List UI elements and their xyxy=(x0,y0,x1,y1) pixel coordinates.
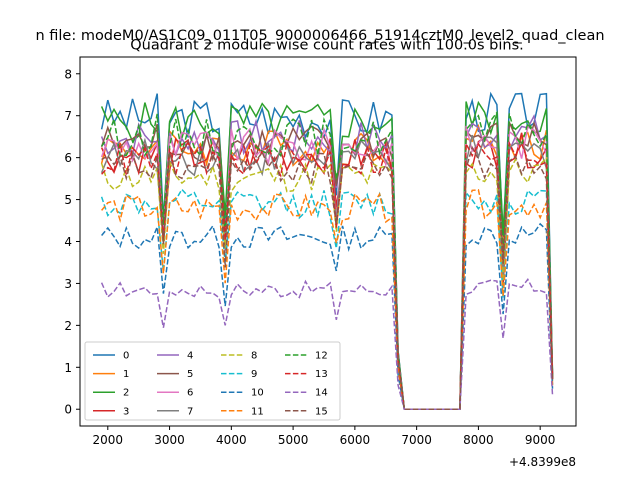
x-offset-label: +4.8399e8 xyxy=(509,455,576,469)
legend-box xyxy=(84,341,341,421)
series-line-5 xyxy=(100,120,554,410)
y-tick-label-2: 2 xyxy=(64,319,72,333)
y-tick-label-8: 8 xyxy=(64,67,72,81)
series-line-14 xyxy=(100,278,554,410)
y-tick-label-0: 0 xyxy=(64,403,72,417)
legend-label-4: 4 xyxy=(187,351,193,362)
series-line-3 xyxy=(100,132,554,410)
y-tick-label-1: 1 xyxy=(64,361,72,375)
legend-label-3: 3 xyxy=(123,406,129,417)
y-tick-label-3: 3 xyxy=(64,277,72,291)
y-tick-label-5: 5 xyxy=(64,193,72,207)
legend-label-0: 0 xyxy=(123,351,129,362)
y-tick-label-6: 6 xyxy=(64,151,72,165)
x-tick-label-2000: 2000 xyxy=(93,433,124,447)
chart-title: Quadrant 2 module wise count rates with … xyxy=(130,37,524,53)
legend-label-2: 2 xyxy=(123,388,129,399)
series-line-10 xyxy=(101,222,554,410)
legend-label-5: 5 xyxy=(187,369,193,380)
legend-label-12: 12 xyxy=(315,351,328,362)
series-line-2 xyxy=(100,100,554,410)
series-line-11 xyxy=(101,189,554,410)
series-line-12 xyxy=(100,110,554,410)
legend-label-6: 6 xyxy=(187,388,193,399)
y-tick-label-4: 4 xyxy=(64,235,72,249)
x-tick-label-5000: 5000 xyxy=(278,433,309,447)
axes-layer: 2000 3000 4000 5000 6000 7000 8000 900001234567… xyxy=(64,67,555,447)
series-layer xyxy=(100,91,554,410)
x-tick-label-7000: 7000 xyxy=(401,433,432,447)
legend-label-8: 8 xyxy=(251,351,257,362)
series-line-13 xyxy=(101,140,554,410)
legend-label-9: 9 xyxy=(251,369,257,380)
legend-label-15: 15 xyxy=(315,406,328,417)
x-tick-label-6000: 6000 xyxy=(340,433,371,447)
x-tick-label-9000: 9000 xyxy=(525,433,556,447)
series-line-8 xyxy=(100,156,554,410)
series-line-15 xyxy=(101,145,554,410)
y-tick-label-7: 7 xyxy=(64,109,72,123)
x-tick-label-3000: 3000 xyxy=(154,433,185,447)
series-line-9 xyxy=(100,188,554,410)
x-tick-label-4000: 4000 xyxy=(216,433,247,447)
legend-label-11: 11 xyxy=(251,406,264,417)
legend-label-10: 10 xyxy=(251,388,264,399)
legend-label-14: 14 xyxy=(315,388,328,399)
x-tick-label-8000: 8000 xyxy=(463,433,494,447)
legend-label-1: 1 xyxy=(123,369,129,380)
chart-suptitle: n file: modeM0/AS1C09_011T05_9000006466_… xyxy=(35,28,604,44)
legend-label-7: 7 xyxy=(187,406,193,417)
legend-label-13: 13 xyxy=(315,369,328,380)
